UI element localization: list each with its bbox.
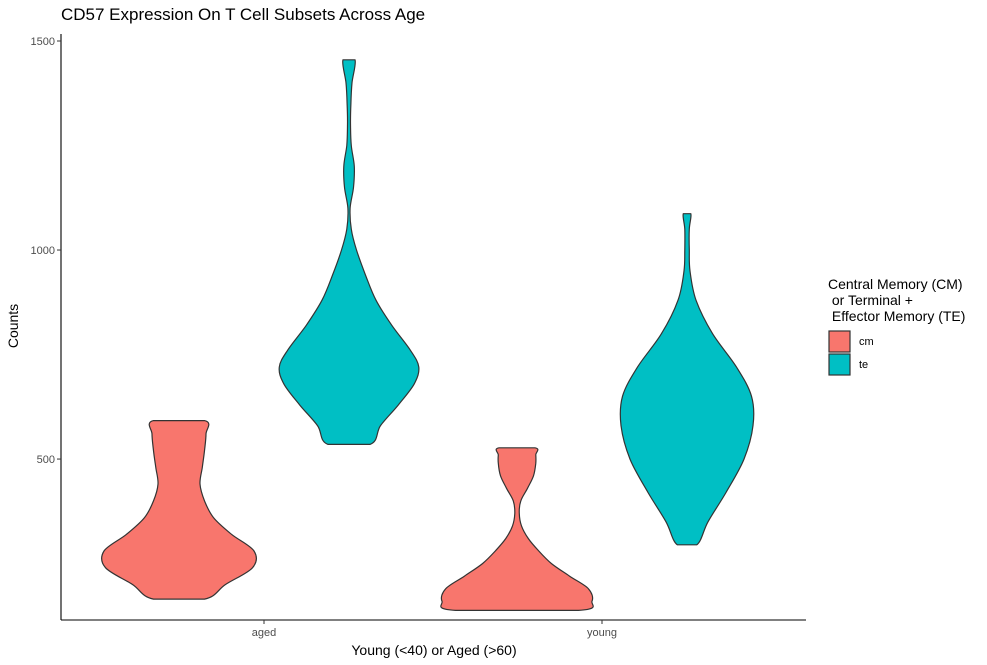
y-tick-label: 500	[37, 454, 55, 466]
legend: Central Memory (CM) or Terminal + Effect…	[828, 276, 965, 376]
legend-key-te	[828, 353, 851, 376]
violin-cm-young	[440, 447, 594, 611]
y-axis-title: Counts	[5, 304, 21, 348]
legend-key-cm	[828, 330, 851, 353]
legend-title-line-2: or Terminal +	[828, 292, 913, 308]
violin-te-aged	[278, 59, 420, 445]
legend-title-line-1: Central Memory (CM)	[828, 276, 963, 292]
legend-label-cm: cm	[859, 336, 874, 348]
violin-te-young	[619, 213, 755, 546]
y-tick-label: 1500	[31, 36, 55, 48]
legend-title-line-3: Effector Memory (TE)	[828, 308, 965, 324]
legend-label-te: te	[859, 359, 868, 371]
x-axis: aged young	[61, 619, 806, 639]
x-tick-label: aged	[252, 627, 276, 639]
x-axis-title: Young (<40) or Aged (>60)	[351, 642, 516, 658]
y-axis: 500 1000 1500	[31, 34, 62, 620]
plot-area	[101, 59, 755, 611]
violin-cm-aged	[101, 420, 257, 600]
y-tick-label: 1000	[31, 245, 55, 257]
x-tick-label: young	[587, 627, 617, 639]
chart-title: CD57 Expression On T Cell Subsets Across…	[61, 5, 425, 24]
